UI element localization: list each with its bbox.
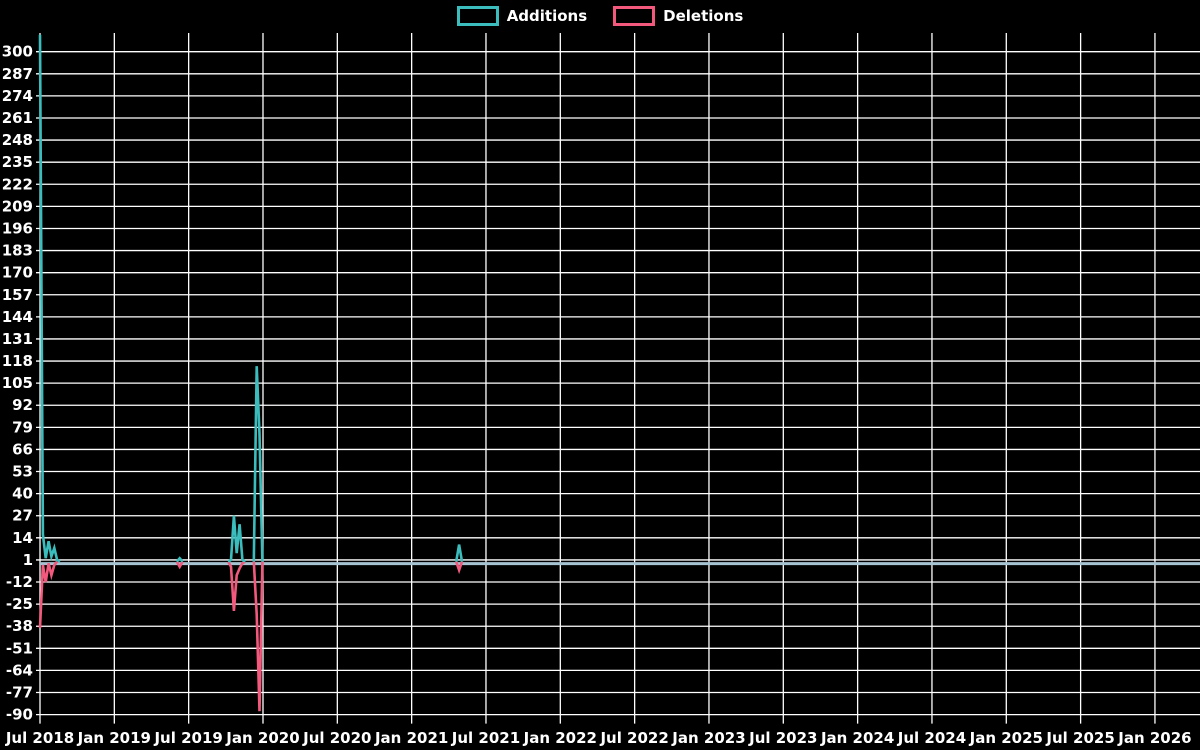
deletions-series-segment [227, 560, 246, 612]
horizontal-gridlines [36, 51, 1200, 716]
y-axis-tick-label: 105 [2, 374, 33, 392]
x-axis-tick-label: Jul 2019 [153, 729, 222, 747]
x-axis-tick-label: Jan 2022 [523, 729, 597, 747]
x-axis-tick-label: Jan 2020 [225, 729, 299, 747]
legend-label-deletions: Deletions [663, 7, 744, 25]
y-axis-tick-label: -51 [6, 639, 33, 657]
y-axis-tick-label: 79 [12, 418, 33, 436]
chart-legend: Additions Deletions [0, 5, 1200, 27]
x-axis-tick-label: Jul 2021 [451, 729, 520, 747]
additions-series-segment [454, 544, 464, 562]
y-axis-tick-label: -25 [6, 595, 33, 613]
legend-item-deletions[interactable]: Deletions [613, 5, 743, 27]
y-axis-tick-label: 131 [2, 330, 33, 348]
y-axis-tick-label: -64 [6, 661, 33, 679]
axis-tick-labels: 300 287 274 261 248 235 222 209 196 183 170 157 144 1… [2, 43, 1192, 747]
additions-line [38, 34, 464, 563]
y-axis-tick-label: 66 [12, 440, 33, 458]
y-axis-tick-label: 53 [12, 463, 33, 481]
y-axis-tick-label: 144 [2, 308, 33, 326]
y-axis-tick-label: 92 [12, 396, 33, 414]
y-axis-tick-label: 14 [12, 529, 33, 547]
x-axis-tick-label: Jan 2025 [969, 729, 1043, 747]
x-axis-tick-label: Jul 2025 [1045, 729, 1114, 747]
additions-series-segment [252, 366, 264, 562]
y-axis-tick-label: 157 [2, 286, 33, 304]
deletions-series-segment [252, 561, 264, 712]
y-axis-tick-label: 274 [2, 87, 33, 105]
y-axis-tick-label: -77 [6, 684, 33, 702]
legend-label-additions: Additions [506, 7, 588, 25]
y-axis-tick-label: 209 [2, 197, 33, 215]
additions-series-segment [175, 556, 184, 563]
y-axis-tick-label: 118 [2, 352, 33, 370]
x-axis-tick-label: Jul 2020 [302, 729, 371, 747]
legend-item-additions[interactable]: Additions [456, 5, 588, 27]
y-axis-tick-label: -12 [6, 573, 33, 591]
y-axis-tick-label: 222 [2, 175, 33, 193]
y-axis-tick-label: 27 [12, 507, 33, 525]
deletions-series-segment [38, 560, 59, 628]
y-axis-tick-label: 40 [12, 485, 33, 503]
y-axis-tick-label: 196 [2, 219, 33, 237]
additions-swatch-icon [456, 6, 499, 26]
y-axis-tick-label: 287 [2, 65, 33, 83]
y-axis-tick-label: 261 [2, 109, 33, 127]
additions-series-segment [227, 515, 246, 563]
x-axis-tick-label: Jan 2023 [671, 729, 745, 747]
x-axis-tick-label: Jan 2021 [374, 729, 448, 747]
deletions-series-segment [175, 560, 184, 570]
x-axis-tick-label: Jan 2026 [1117, 729, 1191, 747]
x-axis-tick-label: Jul 2018 [5, 729, 74, 747]
deletions-swatch-icon [613, 6, 656, 26]
y-axis-tick-label: 248 [2, 131, 33, 149]
y-axis-tick-label: 235 [2, 153, 33, 171]
vertical-gridlines [39, 33, 1156, 724]
y-axis-tick-label: 170 [2, 264, 33, 282]
x-axis-tick-label: Jul 2022 [599, 729, 668, 747]
x-axis-tick-label: Jan 2019 [77, 729, 151, 747]
deletions-line [38, 560, 464, 712]
y-axis-tick-label: 1 [23, 551, 33, 569]
x-axis-tick-label: Jul 2023 [748, 729, 817, 747]
y-axis-tick-label: 183 [2, 242, 33, 260]
y-axis-tick-label: 300 [2, 43, 33, 61]
x-axis-tick-label: Jul 2024 [897, 729, 966, 747]
y-axis-tick-label: -90 [6, 706, 33, 724]
additions-series-segment [38, 34, 61, 563]
x-axis-tick-label: Jan 2024 [820, 729, 894, 747]
y-axis-tick-label: -38 [6, 617, 33, 635]
deletions-series-segment [454, 561, 464, 575]
